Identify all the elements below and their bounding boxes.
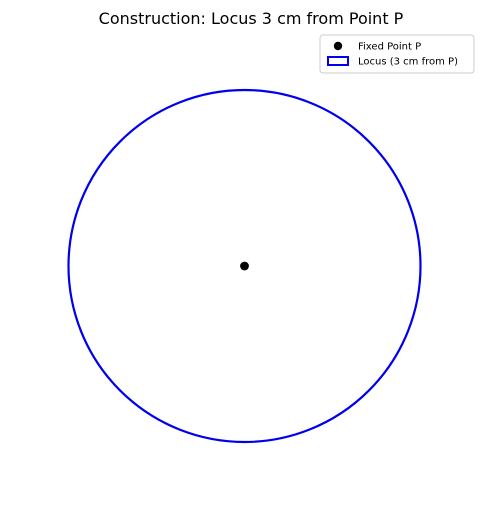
legend-label-fixed-point: Fixed Point P (358, 42, 421, 53)
legend: Fixed Point P Locus (3 cm from P) (320, 35, 474, 73)
figure-title: Construction: Locus 3 cm from Point P (99, 9, 404, 28)
legend-point-icon (334, 42, 342, 50)
fixed-point-p (240, 262, 249, 271)
legend-label-locus: Locus (3 cm from P) (358, 57, 458, 68)
